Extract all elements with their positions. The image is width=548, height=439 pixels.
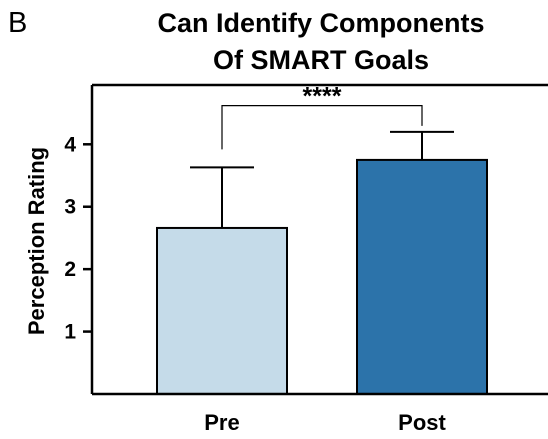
plot-area: Pre Post 1 2 3 4 **** <box>64 83 548 435</box>
y-tick-label-1: 1 <box>64 321 76 344</box>
significance-bracket <box>221 104 423 150</box>
y-tick-label-2: 2 <box>64 258 76 281</box>
significance-label: **** <box>303 83 342 111</box>
y-axis-label: Perception Rating <box>24 147 49 335</box>
y-tick-label-3: 3 <box>64 196 76 219</box>
x-tick-label-post: Post <box>398 410 446 434</box>
y-tick-label-4: 4 <box>64 133 76 156</box>
bar-pre <box>156 226 288 395</box>
chart-title-line-1: Can Identify Components <box>157 8 484 38</box>
x-tick-label-pre: Pre <box>204 410 239 434</box>
bar-post <box>356 158 488 395</box>
chart-title-line-2: Of SMART Goals <box>213 45 429 75</box>
panel-label: B <box>8 7 27 39</box>
